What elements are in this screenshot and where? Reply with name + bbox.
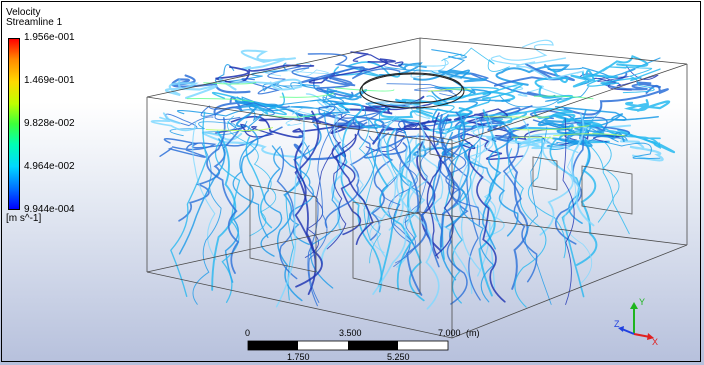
scale-label-7000: 7.000 — [438, 328, 461, 338]
legend-value-4: 4.964e-002 — [24, 161, 75, 172]
ansys-logo: ANSYS R18.1 — [607, 16, 678, 48]
velocity-streamlines — [150, 39, 676, 310]
logo-brand: ANSYS — [606, 15, 678, 37]
axis-label-z: Z — [614, 319, 620, 329]
axis-label-y: Y — [639, 297, 645, 307]
x-axis-arrow — [633, 333, 651, 338]
scale-unit: (m) — [466, 328, 480, 338]
inlet-diffuser — [359, 72, 465, 109]
scale-label-0: 0 — [245, 328, 251, 338]
legend-value-min: 9.944e-004 — [24, 204, 75, 215]
scale-bar-segment-1 — [248, 341, 298, 350]
legend-value-max: 1.956e-001 — [24, 32, 75, 43]
scale-label-3500: 3.500 — [339, 328, 362, 338]
z-axis-arrow — [621, 328, 635, 335]
axis-label-x: X — [652, 337, 658, 346]
legend-variable: Velocity — [6, 7, 41, 18]
legend-value-3: 9.828e-002 — [24, 118, 75, 129]
wall-openings — [249, 135, 633, 295]
legend-color-bar — [8, 38, 20, 210]
scale-label-1750: 1.750 — [287, 352, 310, 362]
scale-bar-segment-3 — [348, 341, 398, 350]
logo-version: R18.1 — [648, 36, 678, 48]
legend-value-2: 1.469e-001 — [24, 75, 75, 86]
legend-object: Streamline 1 — [6, 17, 63, 28]
domain-box-wireframe — [146, 37, 688, 339]
scale-label-5250: 5.250 — [387, 352, 410, 362]
legend-units: [m s^-1] — [6, 213, 42, 224]
color-legend: Velocity Streamline 1 1.956e-001 1.469e-… — [6, 8, 86, 238]
axis-triad[interactable]: Y X Z — [612, 296, 662, 346]
